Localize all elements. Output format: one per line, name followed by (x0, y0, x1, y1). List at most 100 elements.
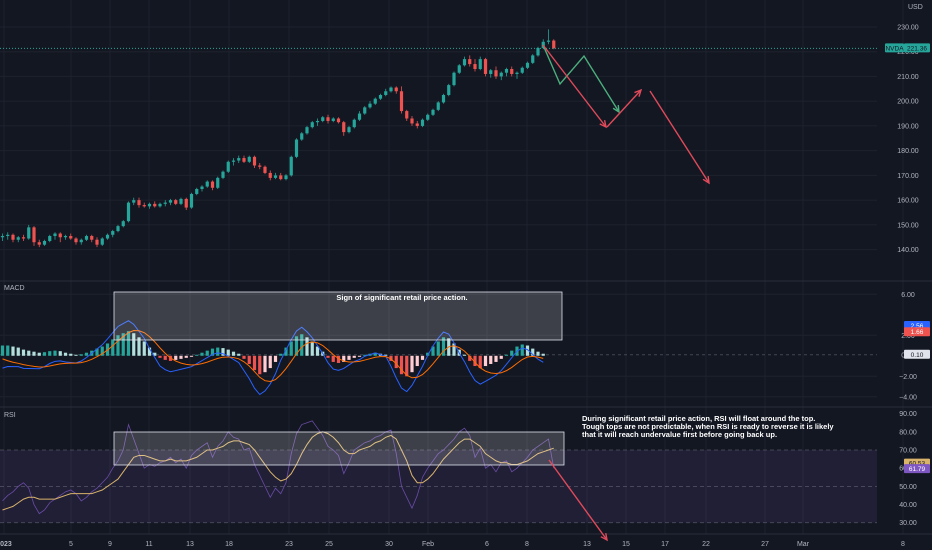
macd-histogram-bar (242, 355, 246, 359)
candle-body (426, 114, 430, 120)
vertical-gridlines (3, 0, 904, 534)
macd-histogram-bar (121, 333, 125, 356)
rsi-moving-average-line (2, 431, 554, 511)
macd-histogram-bar (541, 353, 545, 356)
candle-body (447, 85, 451, 95)
macd-histogram-bar (468, 355, 472, 361)
candle-body (27, 227, 31, 239)
macd-histogram-bar (494, 355, 498, 362)
last-price-badge (904, 43, 930, 53)
time-axis[interactable]: 2023 5 9 11 13 18 23 25 30 Feb 6 8 13 15 17 22 27 Mar 8 (0, 541, 905, 548)
time-axis-label: 2023 (0, 541, 12, 548)
candle-body (268, 172, 272, 178)
candle-body (536, 47, 540, 56)
macd-histogram-bar (489, 355, 493, 364)
macd-histogram-bar (205, 350, 209, 356)
rsi-note-line-1: During significant retail price action, … (582, 414, 815, 423)
candle-body (436, 102, 440, 110)
time-axis-label: Mar (797, 541, 810, 548)
candle-body (58, 233, 62, 238)
macd-histogram-bar (0, 345, 5, 356)
macd-histogram-bar (179, 355, 183, 359)
candle-body (63, 236, 68, 238)
rsi-highlight-box[interactable] (113, 431, 565, 466)
candle-body (489, 70, 493, 74)
red-projection-arrow-1-head (599, 120, 607, 129)
macd-histogram-bar (273, 355, 278, 362)
candle-body (231, 160, 236, 162)
candle-body (6, 234, 10, 237)
macd-histogram-bar (69, 353, 73, 356)
price-scale[interactable]: USD 140.00 150.00 160.00 170.00 180.00 190.00… (885, 4, 930, 527)
symbol-badge (885, 43, 904, 53)
macd-histogram-bar (153, 352, 157, 356)
macd-histogram-bar (478, 355, 482, 369)
candle-body (100, 238, 104, 245)
candle-body (273, 175, 278, 178)
macd-histogram-bar (268, 355, 272, 369)
macd-pane[interactable]: MACD Sign of significant retail price ac… (0, 285, 877, 396)
candle-body (300, 133, 304, 140)
macd-highlight-box[interactable] (113, 291, 563, 341)
red-projection-arrow-1[interactable] (542, 44, 607, 128)
rsi-projection-arrow[interactable] (548, 459, 608, 541)
candle-body (499, 72, 503, 77)
candle-body (352, 119, 356, 128)
macd-histogram-bar (315, 346, 320, 356)
histogram-value-badge (904, 349, 930, 359)
macd-histogram-bar (279, 353, 283, 356)
red-projection-arrow-3[interactable] (649, 90, 710, 184)
macd-histogram-bar (226, 349, 230, 356)
macd-histogram-bar (126, 331, 131, 356)
candle-body (90, 236, 94, 240)
macd-histogram-bar (137, 337, 141, 356)
candle-body (284, 175, 288, 180)
candle-body (394, 87, 398, 92)
macd-histogram-bar (16, 347, 20, 356)
projection-drawings[interactable] (542, 44, 710, 542)
candle-body (473, 64, 477, 70)
candle-body (200, 186, 204, 190)
candle-body (37, 242, 41, 245)
rsi-band-lines (0, 449, 877, 524)
rsi-projection-arrow-head (600, 532, 608, 542)
rsi-tick-label: 40.00 (899, 502, 917, 509)
macd-histogram-bar (336, 355, 341, 363)
macd-tick-label: 6.00 (901, 292, 915, 299)
macd-histogram-bar (300, 334, 304, 356)
time-axis-label: 8 (901, 541, 905, 548)
macd-histogram-bar (195, 354, 199, 356)
macd-signal-line (2, 330, 544, 383)
price-tick-label: 150.00 (897, 222, 919, 229)
candle-body (552, 40, 556, 49)
time-axis-label: 23 (285, 541, 293, 548)
candle-body (137, 200, 141, 206)
candle-body (258, 165, 262, 167)
macd-histogram-bar (326, 355, 330, 358)
macd-value-badge-text: 2.56 (911, 323, 924, 330)
candle-body (342, 122, 346, 133)
symbol-badge-text: NVDA (885, 45, 904, 52)
green-projection-arrow[interactable] (542, 44, 620, 113)
red-projection-arrow-2[interactable] (606, 89, 642, 128)
candle-body (520, 67, 524, 73)
macd-histogram-bar (363, 354, 367, 356)
candle-body (184, 198, 188, 208)
price-tick-label: 210.00 (897, 74, 919, 81)
macd-histogram-bar (37, 352, 41, 356)
signal-value-badge-text: 1.66 (911, 329, 924, 336)
macd-histogram-bar (452, 343, 456, 356)
candle-body (105, 234, 110, 239)
candle-body (310, 122, 314, 128)
candle-body (32, 227, 36, 243)
macd-histogram-bar (163, 355, 167, 360)
candle-body (189, 193, 194, 208)
candle-body (69, 236, 73, 239)
time-axis-label: 18 (225, 541, 233, 548)
macd-line (2, 320, 544, 396)
candle-body (95, 239, 99, 245)
rsi-pane[interactable]: RSI During significant retail price acti… (0, 412, 877, 524)
candle-body (132, 200, 136, 203)
